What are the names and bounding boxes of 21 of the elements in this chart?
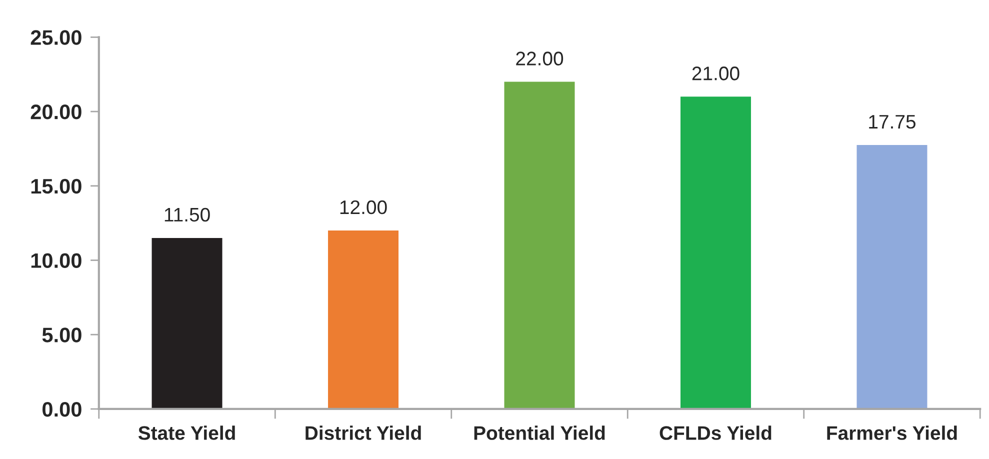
y-tick-label: 20.00 <box>30 104 82 120</box>
data-label: 17.75 <box>869 115 916 129</box>
x-tick-label: Potential Yield <box>474 426 605 440</box>
x-tick-label: CFLDs Yield <box>660 426 772 440</box>
x-tick-label: Farmer's Yield <box>827 426 957 440</box>
y-tick-label: 25.00 <box>30 30 82 45</box>
data-label: 22.00 <box>516 52 564 66</box>
x-tick-label: State Yield <box>138 426 235 440</box>
bar <box>328 230 399 409</box>
x-tick-label: District Yield <box>306 426 421 440</box>
bar <box>152 238 222 409</box>
bar <box>680 96 751 409</box>
y-tick-label: 10.00 <box>31 253 82 268</box>
y-tick-label: 0.00 <box>42 402 82 417</box>
y-tick-label: 5.00 <box>42 328 82 342</box>
data-label: 11.50 <box>164 208 210 222</box>
data-label: 21.00 <box>692 66 740 80</box>
y-tick-label: 15.00 <box>31 178 82 194</box>
bar <box>504 82 575 409</box>
bar <box>856 145 928 409</box>
data-label: 12.00 <box>340 200 387 214</box>
